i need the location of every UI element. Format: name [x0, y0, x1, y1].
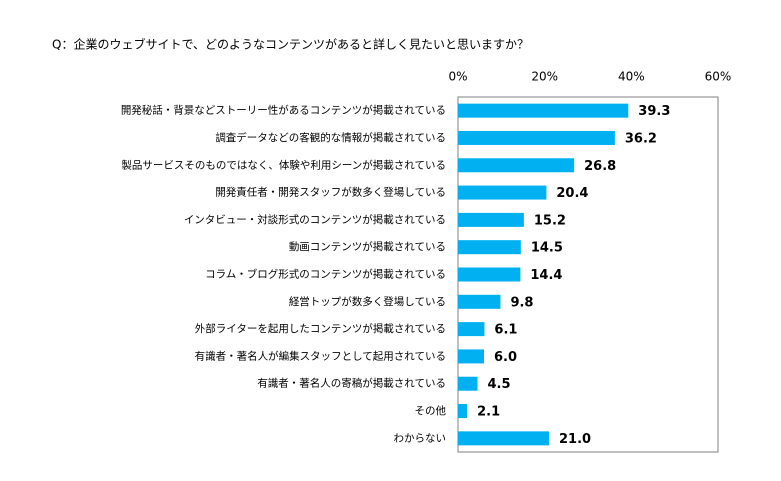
- value-label: 6.0: [494, 350, 517, 365]
- value-label: 14.5: [531, 241, 563, 256]
- bar: [458, 212, 524, 227]
- category-label: 有識者・著名人が編集スタッフとして起用されている: [195, 349, 446, 362]
- bar: [458, 349, 484, 364]
- bar: [458, 185, 547, 200]
- value-label: 20.4: [556, 186, 588, 201]
- value-label: 14.4: [530, 268, 562, 283]
- value-label: 9.8: [510, 295, 533, 310]
- category-label: わからない: [394, 432, 447, 444]
- value-label: 6.1: [494, 323, 517, 338]
- value-label: 36.2: [625, 131, 657, 146]
- bar: [458, 431, 549, 446]
- category-label: 外部ライターを起用したコンテンツが掲載されている: [195, 322, 446, 335]
- bar: [458, 294, 501, 309]
- value-label: 4.5: [488, 377, 511, 392]
- x-tick-label: 60%: [705, 70, 732, 84]
- chart-title: Q：企業のウェブサイトで、どのようなコンテンツがあると詳しく見たいと思いますか？: [52, 37, 529, 52]
- category-label: コラム・ブログ形式のコンテンツが掲載されている: [205, 268, 446, 281]
- category-label: 開発秘話・背景などストーリー性があるコンテンツが掲載されている: [121, 104, 446, 117]
- x-tick-label: 0%: [448, 70, 467, 84]
- value-label: 15.2: [534, 213, 566, 228]
- bar: [458, 130, 615, 145]
- value-label: 39.3: [638, 104, 670, 119]
- x-tick-label: 40%: [618, 70, 645, 84]
- bar: [458, 240, 521, 255]
- value-label: 26.8: [584, 159, 616, 174]
- bar: [458, 404, 468, 419]
- category-label: インタビュー・対談形式のコンテンツが掲載されている: [184, 213, 446, 226]
- bar: [458, 322, 485, 337]
- category-label: 動画コンテンツが掲載されている: [289, 240, 446, 253]
- bar: [458, 376, 478, 391]
- bar: [458, 267, 521, 282]
- category-label: 調査データなどの客観的な情報が掲載されている: [215, 131, 446, 144]
- category-label: 製品サービスそのものではなく、体験や利用シーンが掲載されている: [121, 158, 446, 171]
- bar: [458, 158, 575, 173]
- bar: [458, 103, 629, 118]
- category-label: 有識者・著名人の寄稿が掲載されている: [257, 377, 446, 390]
- value-label: 2.1: [477, 405, 500, 420]
- value-label: 21.0: [559, 432, 591, 447]
- category-label: その他: [415, 404, 447, 417]
- x-tick-label: 20%: [531, 70, 558, 84]
- category-label: 経営トップが数多く登場している: [289, 295, 446, 308]
- category-label: 開発責任者・開発スタッフが数多く登場している: [215, 186, 446, 199]
